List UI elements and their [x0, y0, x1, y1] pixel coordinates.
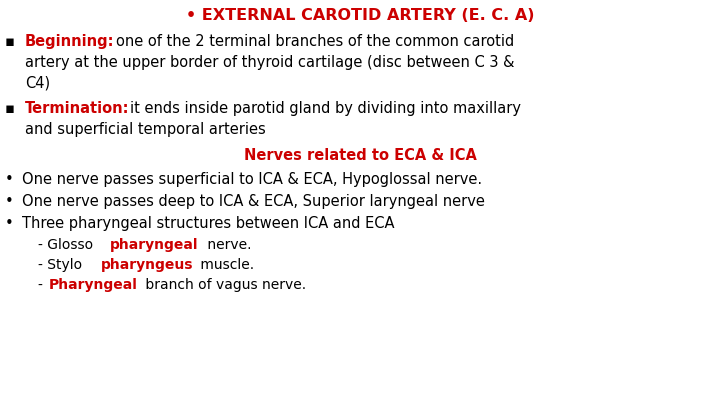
Text: Three pharyngeal structures between ICA and ECA: Three pharyngeal structures between ICA …: [22, 216, 395, 231]
Text: and superficial temporal arteries: and superficial temporal arteries: [25, 122, 266, 137]
Text: muscle.: muscle.: [196, 258, 254, 272]
Text: branch of vagus nerve.: branch of vagus nerve.: [141, 278, 306, 292]
Text: Termination:: Termination:: [25, 101, 130, 116]
Text: •: •: [5, 172, 14, 187]
Text: Pharyngeal: Pharyngeal: [49, 278, 138, 292]
Text: One nerve passes deep to ICA & ECA, Superior laryngeal nerve: One nerve passes deep to ICA & ECA, Supe…: [22, 194, 485, 209]
Text: • EXTERNAL CAROTID ARTERY (E. C. A): • EXTERNAL CAROTID ARTERY (E. C. A): [186, 8, 534, 23]
Text: Beginning:: Beginning:: [25, 34, 114, 49]
Text: - Stylo: - Stylo: [38, 258, 82, 272]
Text: artery at the upper border of thyroid cartilage (disc between C 3 &: artery at the upper border of thyroid ca…: [25, 55, 515, 70]
Text: One nerve passes superficial to ICA & ECA, Hypoglossal nerve.: One nerve passes superficial to ICA & EC…: [22, 172, 482, 187]
Text: - Glosso: - Glosso: [38, 238, 93, 252]
Text: ▪: ▪: [5, 34, 15, 49]
Text: C4): C4): [25, 76, 50, 91]
Text: -: -: [38, 278, 48, 292]
Text: nerve.: nerve.: [203, 238, 251, 252]
Text: pharyngeus: pharyngeus: [101, 258, 194, 272]
Text: pharyngeal: pharyngeal: [110, 238, 199, 252]
Text: it ends inside parotid gland by dividing into maxillary: it ends inside parotid gland by dividing…: [130, 101, 521, 116]
Text: •: •: [5, 194, 14, 209]
Text: •: •: [5, 216, 14, 231]
Text: ▪: ▪: [5, 101, 15, 116]
Text: one of the 2 terminal branches of the common carotid: one of the 2 terminal branches of the co…: [116, 34, 514, 49]
Text: Nerves related to ECA & ICA: Nerves related to ECA & ICA: [243, 148, 477, 163]
